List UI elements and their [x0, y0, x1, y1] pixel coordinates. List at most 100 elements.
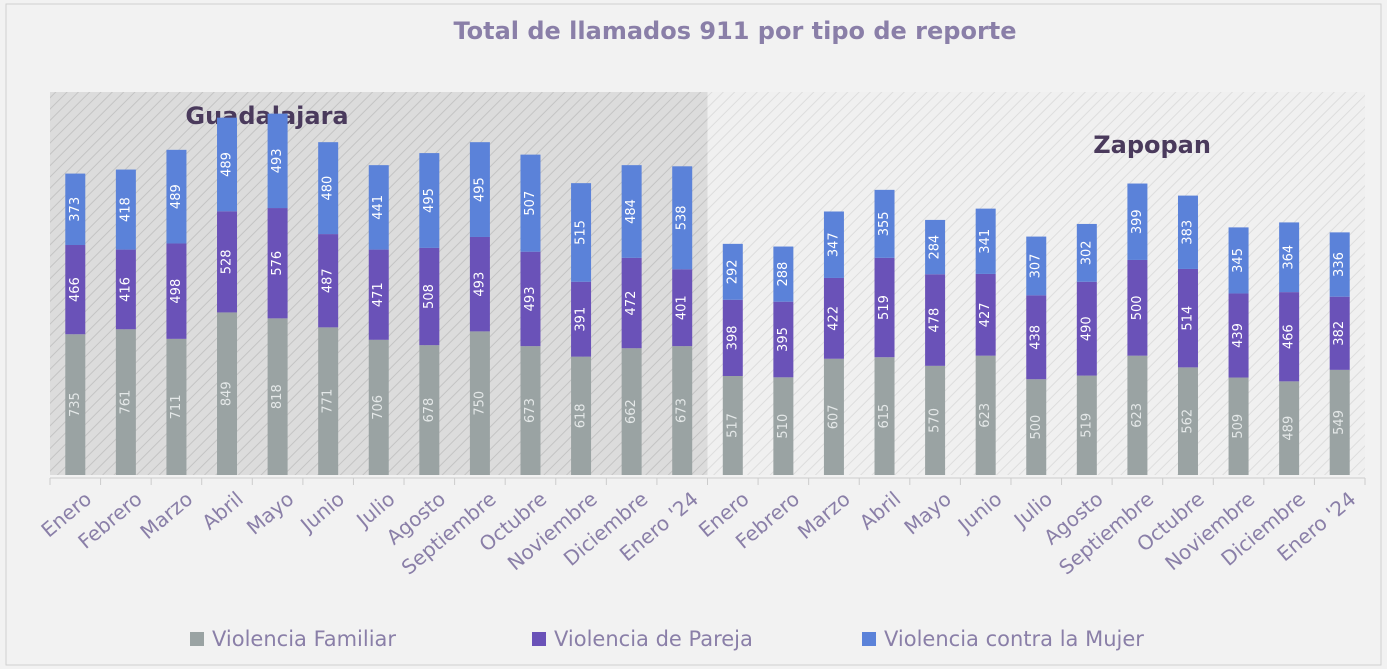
bar-segment: [571, 356, 592, 475]
data-label: 538: [675, 205, 690, 230]
legend-label: Violencia de Pareja: [554, 627, 753, 651]
bar-segment: [571, 183, 592, 282]
bar-segment: [1026, 379, 1047, 475]
data-label: 507: [523, 191, 538, 216]
bar-segment: [773, 301, 794, 378]
bar-segment: [823, 358, 844, 475]
data-label: 391: [574, 307, 589, 332]
data-label: 570: [928, 408, 943, 433]
bar-segment: [1279, 381, 1300, 475]
bar-segment: [1329, 296, 1350, 370]
data-label: 673: [675, 398, 690, 423]
data-label: 519: [1079, 413, 1094, 438]
bar-segment: [368, 339, 389, 475]
data-label: 607: [826, 404, 841, 429]
data-label: 576: [270, 251, 285, 276]
data-label: 382: [1332, 321, 1347, 346]
bar-segment: [65, 334, 86, 475]
bar-segment: [115, 249, 136, 330]
data-label: 466: [68, 277, 83, 302]
bar-segment: [267, 208, 288, 319]
data-label: 549: [1332, 410, 1347, 435]
bar-segment: [773, 377, 794, 475]
data-label: 761: [118, 390, 133, 415]
bar-segment: [621, 165, 642, 258]
data-label: 495: [472, 177, 487, 202]
data-label: 302: [1079, 240, 1094, 265]
data-label: 509: [1231, 414, 1246, 439]
data-label: 472: [624, 291, 639, 316]
bar-segment: [1279, 292, 1300, 382]
bar-segment: [1177, 367, 1198, 475]
bar-segment: [115, 169, 136, 250]
bar-segment: [1279, 222, 1300, 293]
bar-segment: [1177, 268, 1198, 368]
bar-segment: [925, 274, 946, 366]
data-label: 490: [1079, 316, 1094, 341]
data-label: 495: [422, 188, 437, 213]
bar-segment: [368, 249, 389, 340]
data-label: 493: [270, 148, 285, 173]
data-label: 345: [1231, 248, 1246, 273]
bar-segment: [469, 331, 490, 475]
data-label: 735: [68, 392, 83, 417]
bar-segment: [1228, 377, 1249, 475]
bar-segment: [419, 247, 440, 346]
data-label: 484: [624, 199, 639, 224]
bar-segment: [1127, 259, 1148, 356]
region-label: Guadalajara: [185, 102, 348, 130]
legend-swatch: [532, 632, 546, 646]
bar-segment: [773, 246, 794, 302]
bar-segment: [318, 142, 339, 235]
bar-segment: [1329, 232, 1350, 297]
data-label: 510: [776, 414, 791, 439]
data-label: 500: [1130, 295, 1145, 320]
legend-label: Violencia Familiar: [212, 627, 396, 651]
data-label: 562: [1180, 409, 1195, 434]
data-label: 471: [371, 282, 386, 307]
bar-segment: [1127, 183, 1148, 260]
bar-segment: [65, 173, 86, 246]
data-label: 849: [220, 381, 235, 406]
bar-segment: [1026, 236, 1047, 296]
data-label: 307: [1029, 254, 1044, 279]
bar-segment: [672, 269, 693, 347]
data-label: 519: [877, 295, 892, 320]
bar-segment: [469, 236, 490, 332]
bar-segment: [267, 113, 288, 209]
data-label: 711: [169, 395, 184, 420]
data-label: 480: [321, 176, 336, 201]
data-label: 498: [169, 279, 184, 304]
bar-segment: [520, 154, 541, 252]
data-label: 508: [422, 284, 437, 309]
bar-segment: [975, 208, 996, 274]
data-label: 441: [371, 195, 386, 220]
bar-segment: [1026, 295, 1047, 380]
data-label: 347: [826, 232, 841, 257]
bar-segment: [1329, 369, 1350, 475]
bar-segment: [1076, 281, 1097, 376]
bar-segment: [217, 312, 238, 475]
data-label: 355: [877, 211, 892, 236]
data-label: 341: [978, 229, 993, 254]
bar-segment: [823, 277, 844, 359]
bar-segment: [1076, 223, 1097, 282]
data-label: 439: [1231, 323, 1246, 348]
data-label: 292: [725, 259, 740, 284]
bar-segment: [520, 251, 541, 347]
bar-segment: [722, 375, 743, 475]
bar-segment: [722, 299, 743, 376]
data-label: 493: [472, 272, 487, 297]
bar-segment: [318, 234, 339, 328]
bar-segment: [217, 211, 238, 313]
region-label: Zapopan: [1093, 131, 1211, 159]
data-label: 284: [928, 235, 943, 260]
data-label: 623: [1130, 403, 1145, 428]
bar-segment: [1228, 227, 1249, 294]
legend-label: Violencia contra la Mujer: [884, 627, 1144, 651]
bar-segment: [267, 318, 288, 475]
data-label: 706: [371, 395, 386, 420]
bar-segment: [925, 365, 946, 475]
data-label: 395: [776, 327, 791, 352]
bar-segment: [672, 346, 693, 475]
